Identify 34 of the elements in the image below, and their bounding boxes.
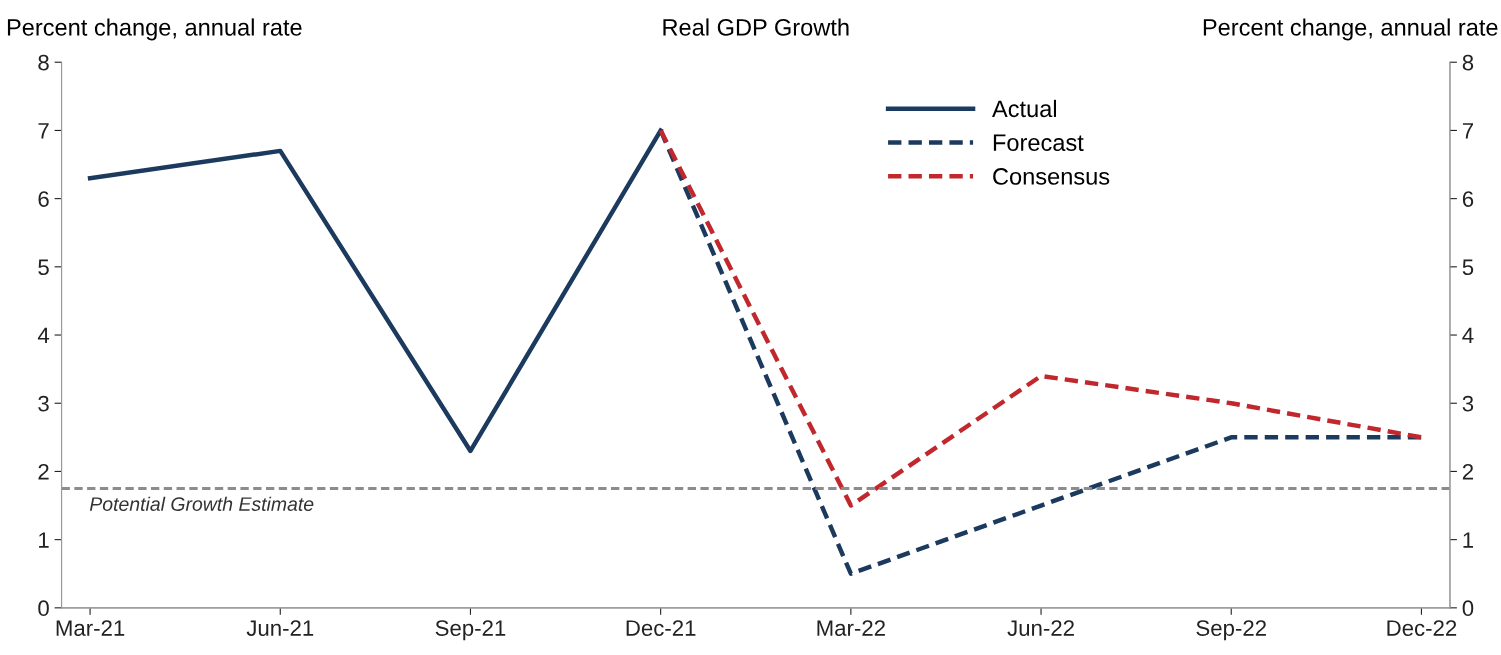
ref-line-label: Potential Growth Estimate	[89, 496, 314, 511]
y2-tick-label: 6	[1462, 191, 1474, 207]
legend-label: Actual	[992, 99, 1057, 118]
x-tick-label: Mar-22	[817, 620, 885, 636]
y-tick-label: 4	[37, 327, 50, 344]
y2-tick-label: 5	[1462, 259, 1474, 276]
y-tick-label: 3	[38, 395, 49, 412]
chart-title: Real GDP Growth	[663, 18, 849, 36]
y2-tick-label: 2	[1462, 463, 1474, 480]
y-tick-label: 2	[38, 463, 49, 480]
y2-tick-label: 4	[1462, 327, 1474, 344]
x-tick-label: Jun-22	[1007, 620, 1074, 636]
y2-tick-label: 3	[1462, 395, 1474, 412]
y-tick-label: 0	[38, 600, 49, 617]
x-tick-label: Dec-21	[626, 620, 696, 636]
x-tick-label: Jun-21	[246, 620, 314, 636]
x-tick-label: Dec-22	[1387, 620, 1457, 636]
y2-tick-label: 0	[1462, 600, 1474, 617]
y-tick-label: 1	[39, 532, 49, 548]
legend-label: Consensus	[993, 168, 1110, 185]
line-series	[658, 128, 1424, 508]
y-tick-label: 7	[38, 123, 49, 139]
y-axis-title: Percent change, annual rate	[7, 18, 302, 41]
y2-tick-label: 7	[1462, 123, 1474, 139]
x-tick-label: Sep-21	[435, 620, 506, 641]
y2-tick-label: 8	[1462, 54, 1474, 71]
x-tick-label: Mar-21	[56, 620, 125, 636]
y2-axis-title: Percent change, annual rate	[1203, 18, 1498, 41]
y-tick-label: 5	[38, 259, 49, 276]
y-tick-label: 8	[38, 54, 49, 71]
y-tick-label: 6	[38, 191, 49, 207]
x-tick-label: Sep-22	[1196, 620, 1266, 641]
y2-tick-label: 1	[1463, 532, 1474, 548]
legend-label: Forecast	[993, 134, 1084, 151]
